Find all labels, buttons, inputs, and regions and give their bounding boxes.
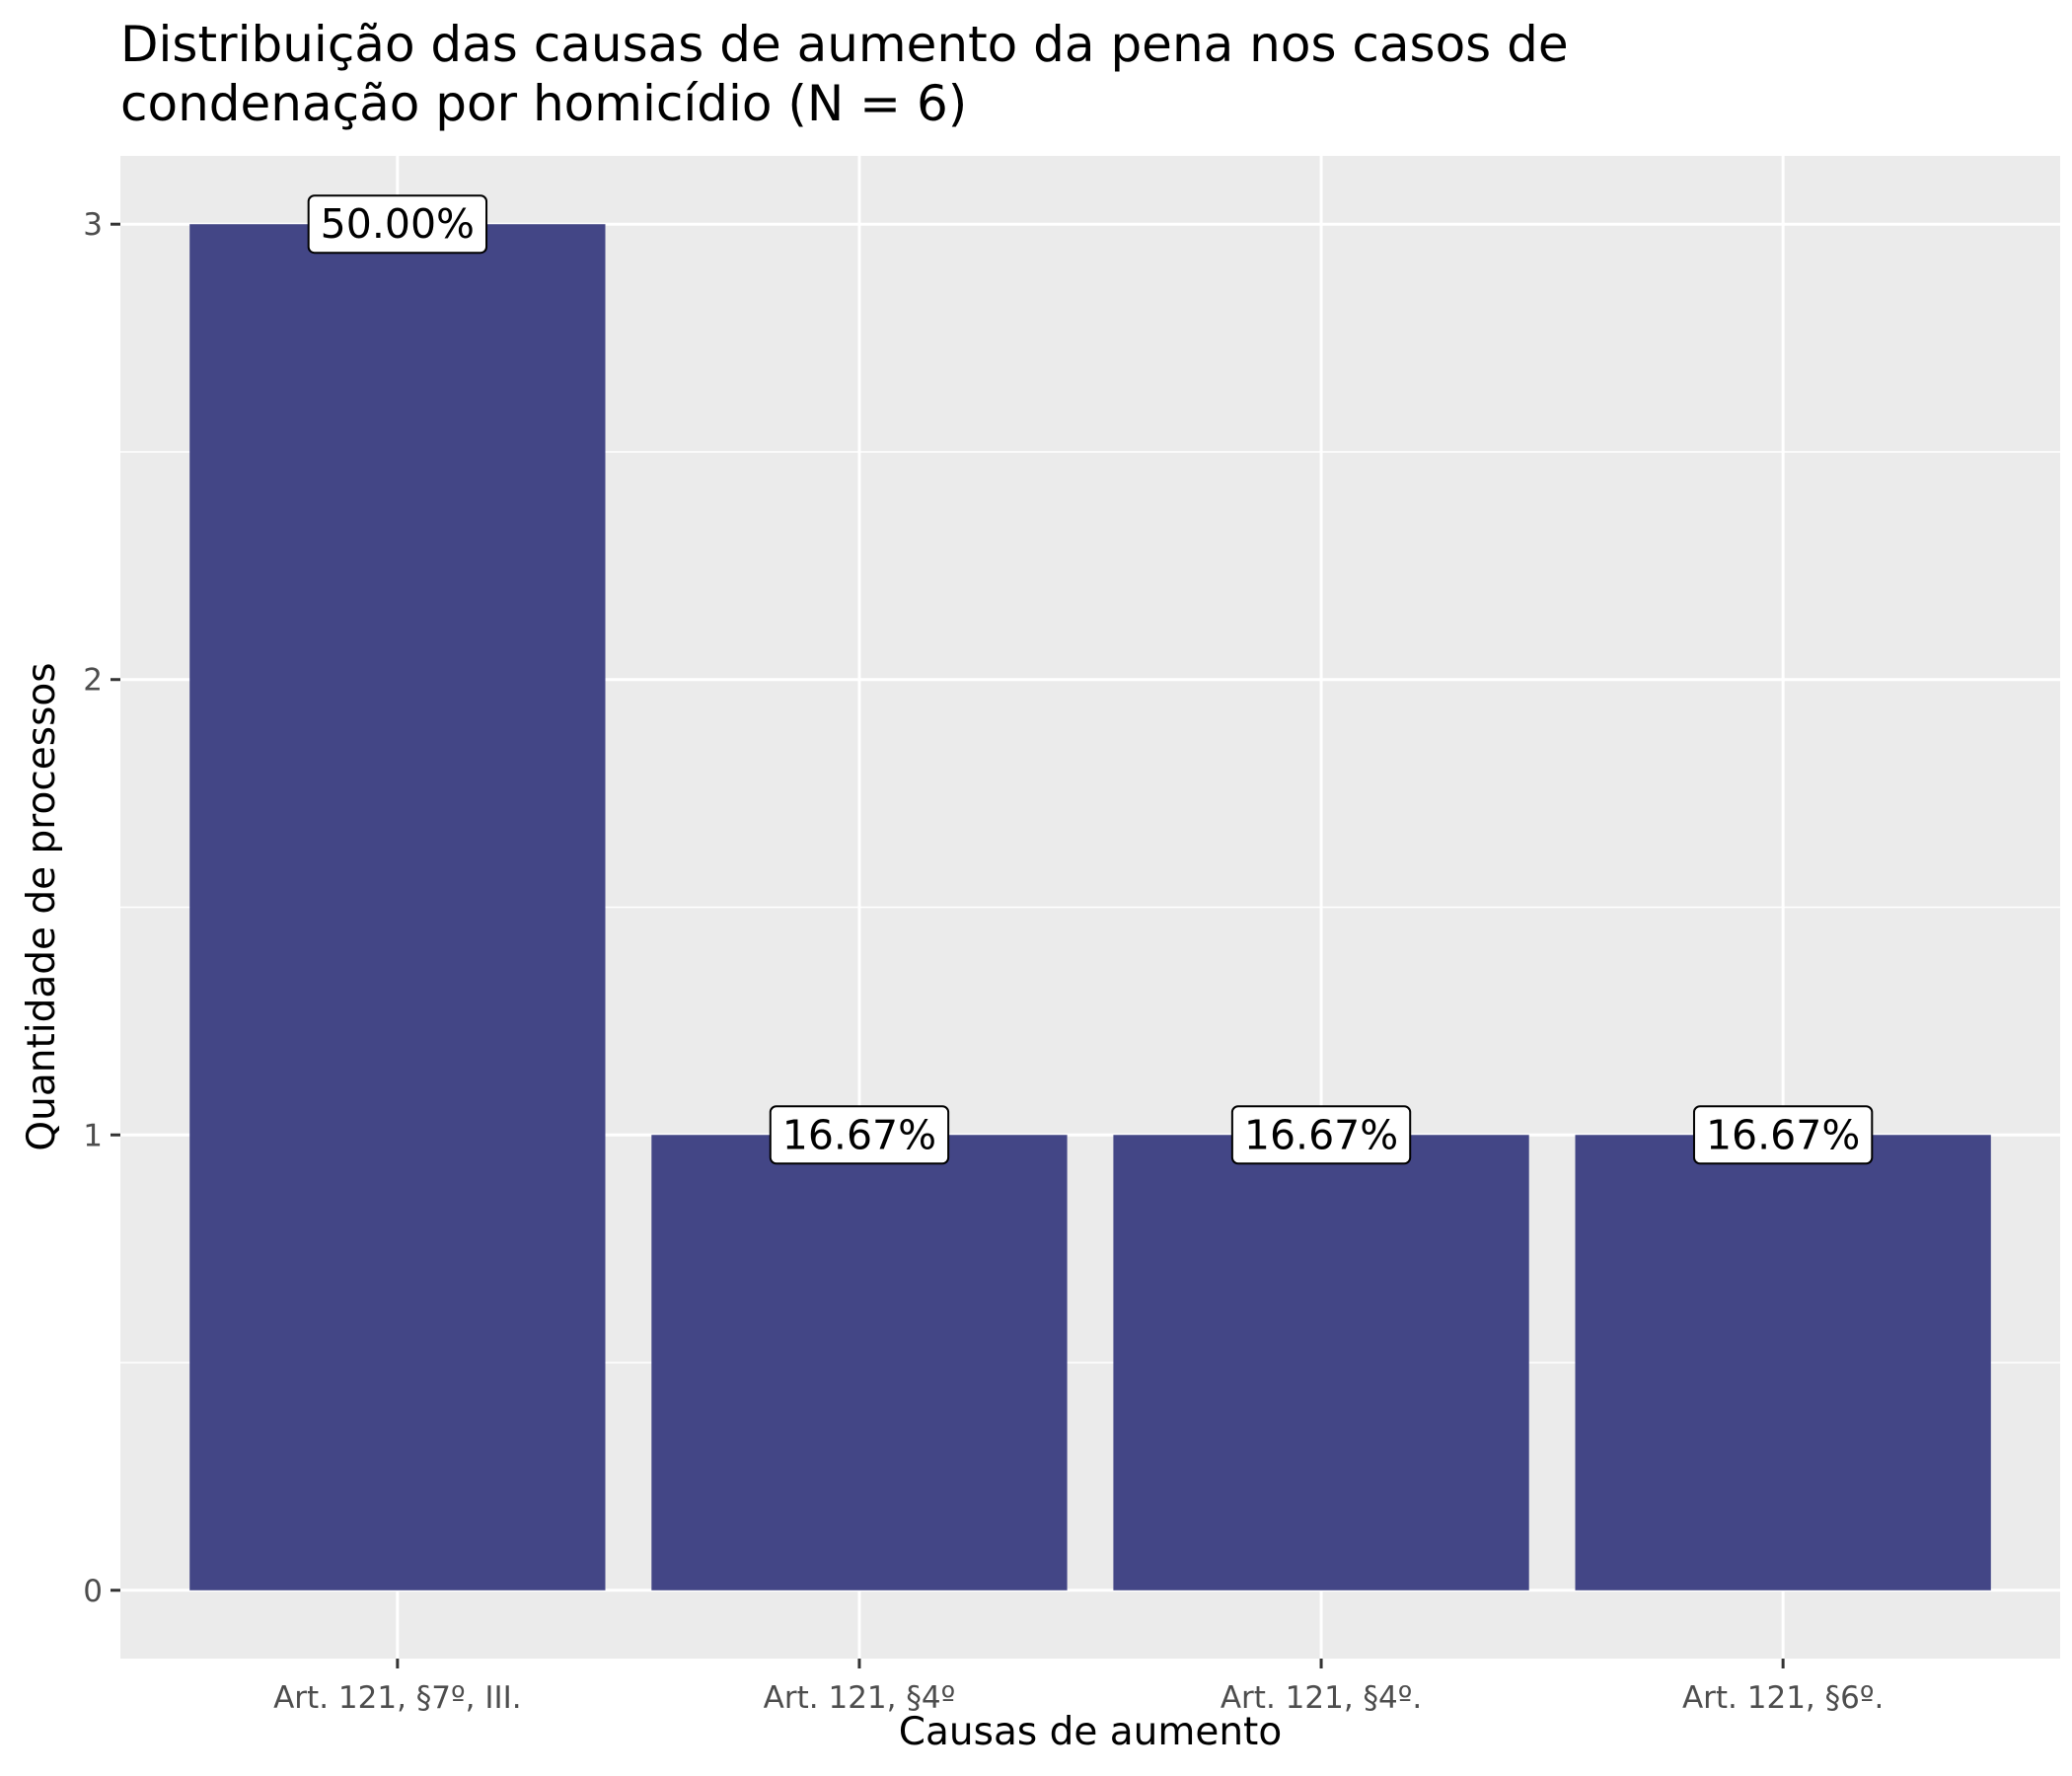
data-label: 16.67%: [769, 1105, 950, 1165]
x-tick-label: Art. 121, §7º, III.: [273, 1680, 522, 1716]
data-label-box: [307, 194, 488, 255]
data-label: 50.00%: [307, 194, 488, 255]
bars: [189, 224, 1991, 1591]
x-axis: Art. 121, §7º, III. Art. 121, §4º Art. 121…: [273, 1659, 1884, 1716]
y-tick-label: 1: [83, 1118, 103, 1153]
bar: [1575, 1135, 1991, 1591]
data-label: 16.67%: [1692, 1105, 1874, 1165]
data-label-text: 16.67%: [1244, 1111, 1398, 1158]
data-label-text: 16.67%: [782, 1111, 936, 1158]
chart-title-line-2: condenação por homicídio (N = 6): [120, 75, 967, 132]
bar: [1113, 1135, 1529, 1591]
chart-title-line-1: Distribuição das causas de aumento da pe…: [120, 16, 1569, 73]
data-label-text: 16.67%: [1706, 1111, 1860, 1158]
x-tick-label: Art. 121, §6º.: [1682, 1680, 1884, 1716]
data-label: 16.67%: [1230, 1105, 1412, 1165]
data-label-box: [1692, 1105, 1874, 1165]
y-tick-label: 2: [83, 663, 103, 699]
data-label-box: [769, 1105, 950, 1165]
x-tick-label: Art. 121, §4º.: [1221, 1680, 1422, 1716]
bar: [189, 224, 606, 1591]
bar: [651, 1135, 1068, 1591]
data-labels: 50.00% 16.67% 16.67% 16.67%: [307, 194, 1874, 1165]
y-axis: 0 1 2 3: [83, 207, 120, 1609]
x-axis-title: Causas de aumento: [899, 1710, 1282, 1754]
y-axis-title: Quantidade de processos: [20, 662, 64, 1150]
x-tick-label: Art. 121, §4º: [764, 1680, 956, 1716]
y-tick-label: 0: [83, 1574, 103, 1609]
data-label-text: 50.00%: [321, 200, 475, 248]
y-tick-label: 3: [83, 207, 103, 243]
data-label-box: [1230, 1105, 1412, 1165]
